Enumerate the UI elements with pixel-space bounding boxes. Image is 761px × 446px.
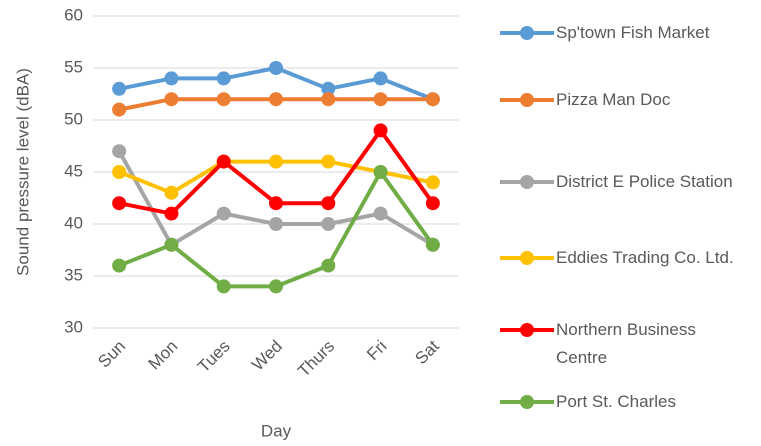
data-point	[164, 92, 179, 107]
data-point	[321, 196, 336, 211]
legend-marker	[500, 175, 554, 189]
legend-dot	[520, 251, 534, 265]
y-tick-label: 30	[64, 317, 83, 336]
data-point	[321, 81, 336, 96]
data-point	[425, 175, 440, 190]
data-point	[269, 92, 283, 107]
legend-marker	[500, 395, 554, 409]
y-tick-label: 45	[64, 161, 83, 180]
data-point	[269, 217, 283, 231]
x-tick-label: Tues	[194, 337, 234, 377]
legend-dot	[520, 175, 534, 189]
data-point	[216, 206, 231, 221]
y-axis-title: Sound pressure level (dBA)	[13, 68, 32, 276]
legend-label: District E Police Station	[556, 172, 733, 191]
x-tick-label: Wed	[248, 337, 286, 375]
data-point	[112, 196, 127, 211]
legend-marker	[500, 323, 554, 337]
legend-item: Port St. Charles	[500, 388, 758, 416]
legend-dot	[520, 26, 534, 40]
data-point	[425, 196, 440, 211]
data-point	[216, 92, 231, 107]
data-point	[164, 237, 179, 252]
data-point	[164, 71, 179, 86]
x-tick-label: Thurs	[294, 337, 338, 381]
legend-label: Port St. Charles	[556, 392, 676, 411]
legend-item: Eddies Trading Co. Ltd.	[500, 244, 758, 272]
data-point	[216, 279, 231, 294]
data-point	[164, 185, 179, 200]
x-tick-label: Mon	[145, 337, 182, 374]
y-tick-label: 50	[64, 109, 83, 128]
legend-dot	[520, 93, 534, 107]
data-point	[164, 206, 179, 221]
data-point	[321, 258, 336, 273]
legend-marker	[500, 93, 554, 107]
data-point	[373, 123, 388, 138]
data-point	[269, 61, 283, 75]
data-point	[373, 165, 388, 179]
legend-label: Eddies Trading Co. Ltd.	[556, 248, 734, 267]
data-point	[425, 92, 440, 107]
data-point	[373, 206, 388, 221]
y-tick-label: 55	[64, 57, 83, 76]
legend-item: District E Police Station	[500, 168, 758, 196]
data-point	[373, 71, 388, 86]
y-tick-label: 40	[64, 213, 83, 232]
data-point	[112, 81, 127, 96]
data-point	[112, 102, 127, 117]
data-point	[321, 217, 336, 231]
data-point	[269, 279, 283, 294]
legend-item: Pizza Man Doc	[500, 86, 758, 114]
legend-label: Sp'town Fish Market	[556, 23, 710, 42]
legend-label: Pizza Man Doc	[556, 90, 671, 109]
data-point	[425, 237, 440, 252]
data-point	[112, 258, 127, 273]
x-tick-label: Fri	[363, 337, 390, 364]
data-point	[269, 196, 283, 211]
y-tick-label: 35	[64, 265, 83, 284]
legend-item: Northern Business Centre	[500, 316, 758, 372]
x-tick-label: Sun	[94, 337, 129, 372]
data-point	[321, 92, 336, 107]
data-point	[112, 144, 127, 159]
legend-label: Northern Business Centre	[556, 320, 696, 367]
x-tick-label: Sat	[411, 336, 443, 368]
data-point	[269, 154, 283, 169]
legend-dot	[520, 323, 534, 337]
legend-marker	[500, 26, 554, 40]
legend-item: Sp'town Fish Market	[500, 19, 758, 47]
y-tick-label: 60	[64, 5, 83, 24]
legend-marker	[500, 251, 554, 265]
x-axis-title: Day	[261, 421, 292, 440]
data-point	[112, 165, 127, 179]
legend-dot	[520, 395, 534, 409]
data-point	[216, 154, 231, 169]
data-point	[373, 92, 388, 107]
data-point	[216, 71, 231, 86]
data-point	[321, 154, 336, 169]
